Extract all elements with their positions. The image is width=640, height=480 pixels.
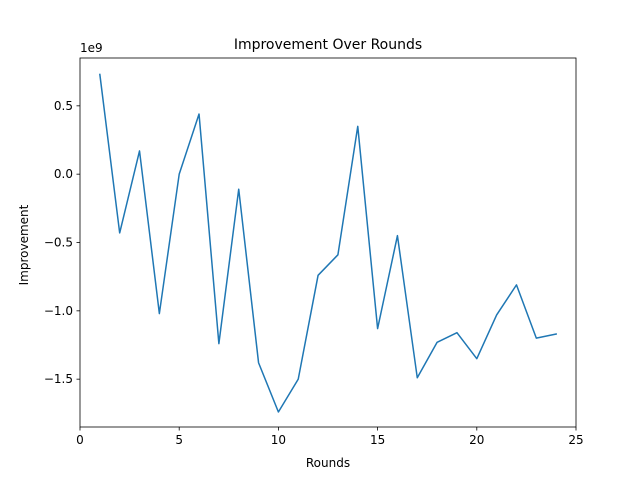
x-axis-label: Rounds bbox=[306, 456, 350, 470]
y-tick-label: 0.5 bbox=[54, 99, 73, 113]
y-tick-label: −0.5 bbox=[44, 236, 73, 250]
x-tick-label: 15 bbox=[370, 433, 385, 447]
axes-frame bbox=[79, 57, 577, 428]
series-line bbox=[99, 73, 558, 413]
y-offset-label: 1e9 bbox=[80, 41, 103, 55]
y-tick-label: 0.0 bbox=[54, 167, 73, 181]
x-tick-label: 25 bbox=[568, 433, 583, 447]
chart-title: Improvement Over Rounds bbox=[234, 37, 422, 53]
y-axis-label: Improvement bbox=[17, 204, 31, 285]
x-tick-label: 20 bbox=[469, 433, 484, 447]
x-tick-label: 5 bbox=[175, 433, 183, 447]
x-tick-label: 10 bbox=[271, 433, 286, 447]
x-tick-label: 0 bbox=[76, 433, 84, 447]
y-tick-label: −1.0 bbox=[44, 304, 73, 318]
plot-area: 0 5 10 15 20 25 0.5 0.0 −0.5 −1.0 −1.5 bbox=[44, 57, 584, 447]
y-tick-label: −1.5 bbox=[44, 372, 73, 386]
